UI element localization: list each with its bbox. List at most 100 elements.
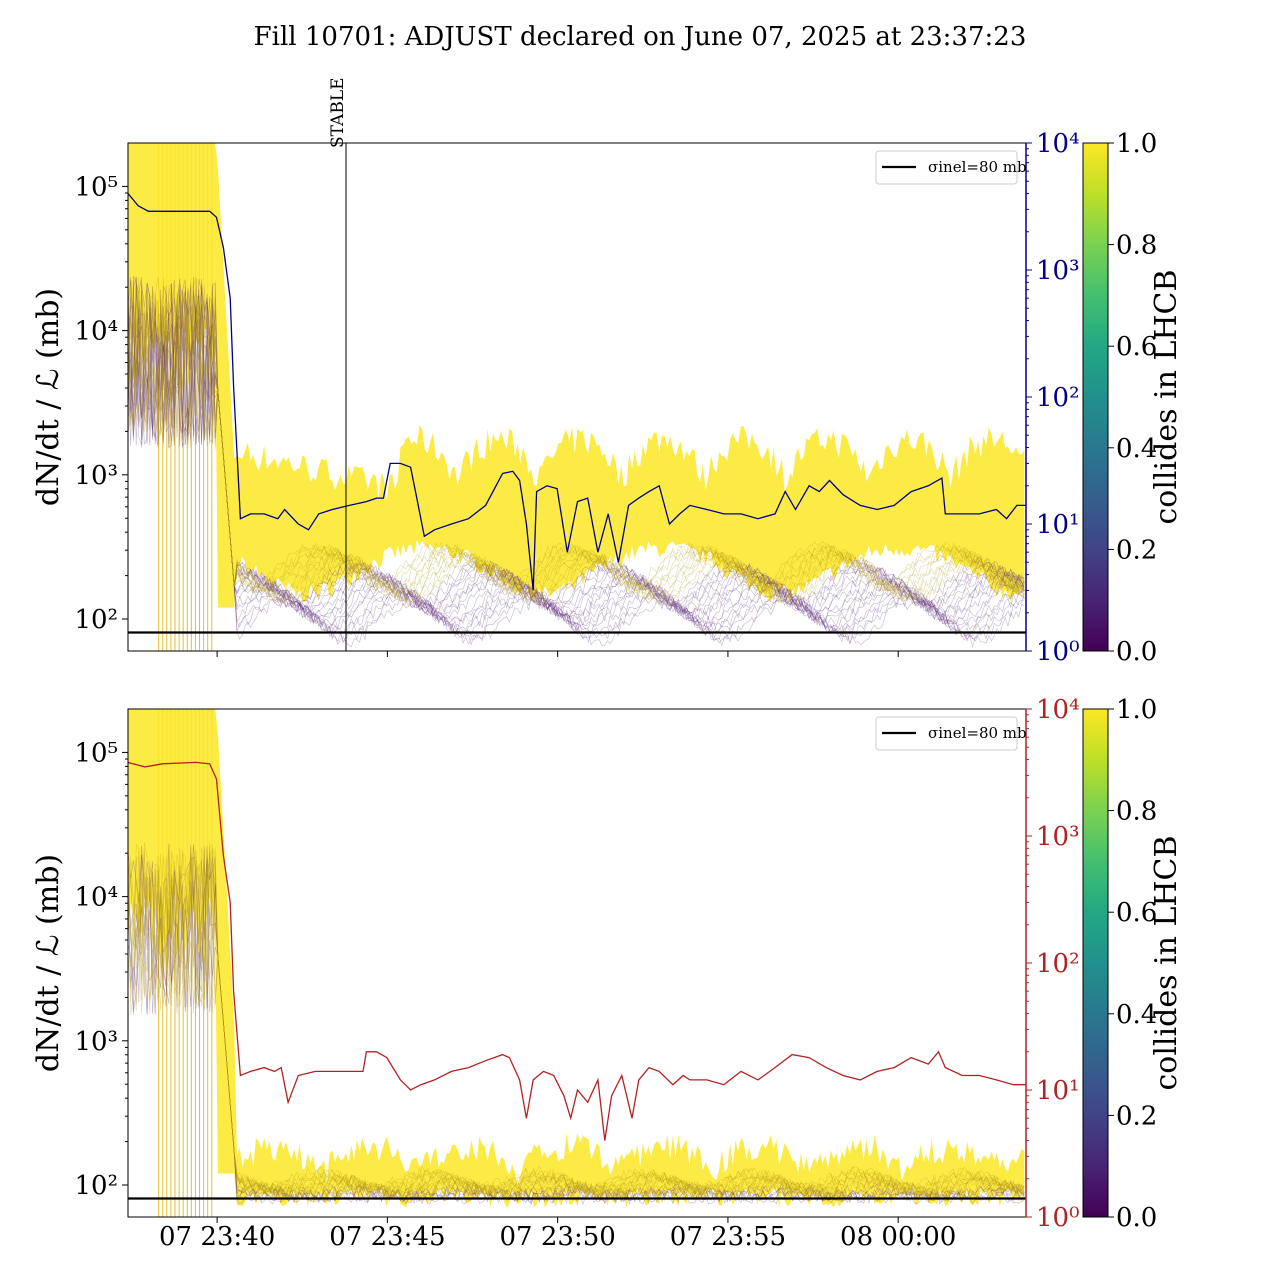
y2-tick-label: 10²	[1036, 383, 1080, 413]
bunch-trace	[128, 283, 1025, 643]
bunch-trace	[128, 282, 1025, 645]
y-tick-label: 10⁵	[74, 738, 118, 768]
y-tick-label: 10²	[74, 1171, 118, 1201]
bunch-trace	[128, 278, 1025, 598]
bunch-trace	[128, 291, 1025, 604]
y2-tick-label: 10⁴	[1036, 695, 1080, 725]
top-y-axis-ticks: 10² 10³ 10⁴ 10⁵	[74, 172, 128, 635]
bottom-colorbar-ticks: 0.0 0.2 0.4 0.6 0.8 1.0	[1108, 695, 1157, 1233]
bunch-trace	[128, 277, 1025, 596]
top-secondary-y-axis-ticks: 10⁰ 10¹ 10² 10³ 10⁴	[1025, 129, 1080, 667]
bottom-y-axis-label: dN/dt / ℒ (mb)	[31, 854, 66, 1072]
bunch-trace	[128, 855, 1025, 1196]
bunch-trace	[128, 850, 1025, 1204]
bunch-trace	[128, 276, 1025, 593]
bottom-colorbar-label: collides in LHCB	[1149, 835, 1184, 1090]
bottom-y-axis-label-text: dN/dt / ℒ (mb)	[31, 854, 66, 1072]
bottom-legend: σinel=80 mb	[875, 716, 1027, 751]
colorbar-tick-label: 0.0	[1116, 637, 1157, 667]
y-tick-label: 10²	[74, 605, 118, 635]
bunch-trace	[128, 283, 1025, 614]
bunch-trace	[128, 847, 1025, 1199]
bunch-trace	[128, 845, 1025, 1202]
colorbar-tick-label: 1.0	[1116, 129, 1157, 159]
x-tick-label: 07 23:55	[670, 1222, 786, 1252]
bunch-trace	[128, 277, 1025, 594]
bunch-trace	[128, 843, 1025, 1203]
bunch-trace	[128, 276, 1025, 634]
bunch-trace	[128, 856, 1025, 1201]
bunch-trace	[128, 285, 1025, 610]
y2-tick-label: 10⁴	[1036, 129, 1080, 159]
colorbar-tick-label: 0.8	[1116, 231, 1157, 261]
x-tick-label: 07 23:50	[500, 1222, 616, 1252]
bottom-x-axis-ticks: 07 23:40 07 23:45 07 23:50 07 23:55 08 00:00	[159, 1217, 956, 1252]
bottom-y-axis-ticks: 10² 10³ 10⁴ 10⁵	[74, 738, 128, 1201]
x-tick-label: 07 23:40	[159, 1222, 275, 1252]
bunch-trace	[128, 293, 1025, 623]
bunch-trace	[128, 276, 1025, 617]
top-data-bands	[128, 143, 1025, 651]
bunch-trace	[128, 845, 1025, 1201]
x-tick-label: 08 00:00	[840, 1222, 956, 1252]
bunch-trace	[128, 868, 1025, 1206]
bunch-trace	[128, 843, 1025, 1196]
bottom-colorbar: 0.0 0.2 0.4 0.6 0.8 1.0 collides in LHCB	[1082, 695, 1184, 1233]
top-secondary-axis-line	[128, 193, 1026, 591]
bunch-trace	[128, 842, 1025, 1197]
top-colorbar-ticks: 0.0 0.2 0.4 0.6 0.8 1.0	[1108, 129, 1157, 667]
y-tick-label: 10⁴	[74, 883, 118, 913]
bunch-trace	[128, 280, 1025, 626]
colorbar-tick-label: 1.0	[1116, 695, 1157, 725]
bunch-trace	[128, 276, 1025, 633]
bunch-trace	[128, 277, 1025, 610]
collides-band	[128, 709, 1025, 1208]
bunch-trace	[128, 288, 1025, 592]
figure-title: Fill 10701: ADJUST declared on June 07, …	[254, 22, 1027, 52]
y2-tick-label: 10⁰	[1036, 1203, 1080, 1233]
y-tick-label: 10³	[74, 1027, 118, 1057]
secondary-series-line	[128, 761, 1026, 1141]
top-colorbar-label: collides in LHCB	[1149, 269, 1184, 524]
bunch-trace	[128, 286, 1025, 621]
bottom-colorbar-gradient	[1082, 708, 1109, 1218]
y2-tick-label: 10³	[1036, 256, 1080, 286]
y2-tick-label: 10³	[1036, 822, 1080, 852]
top-legend-label: σinel=80 mb	[928, 158, 1027, 176]
secondary-series-line	[128, 193, 1026, 591]
bunch-trace	[128, 280, 1025, 630]
bottom-secondary-axis-line	[128, 761, 1026, 1141]
colorbar-tick-label: 0.4	[1116, 1000, 1157, 1030]
collides-band	[128, 143, 1025, 608]
top-y-axis-label: dN/dt / ℒ (mb)	[31, 288, 66, 506]
colorbar-tick-label: 0.0	[1116, 1203, 1157, 1233]
x-tick-label: 07 23:45	[329, 1222, 445, 1252]
bottom-data-bands	[128, 709, 1025, 1217]
y-tick-label: 10⁵	[74, 172, 118, 202]
bunch-trace	[128, 279, 1025, 640]
top-colorbar: 0.0 0.2 0.4 0.6 0.8 1.0 collides in LHCB	[1082, 129, 1184, 667]
top-colorbar-gradient	[1082, 142, 1109, 652]
bunch-trace	[128, 286, 1025, 600]
colorbar-tick-label: 0.2	[1116, 1101, 1157, 1131]
colorbar-tick-label: 0.6	[1116, 332, 1157, 362]
stable-marker-label: STABLE	[328, 77, 348, 148]
colorbar-tick-label: 0.6	[1116, 898, 1157, 928]
bunch-trace	[128, 278, 1025, 648]
bunch-trace	[128, 849, 1025, 1199]
bunch-trace	[128, 288, 1025, 603]
y2-tick-label: 10¹	[1036, 510, 1080, 540]
bunch-trace	[128, 842, 1025, 1195]
colorbar-tick-label: 0.4	[1116, 434, 1157, 464]
y2-tick-label: 10⁰	[1036, 637, 1080, 667]
bunch-trace	[128, 859, 1025, 1202]
bunch-trace	[128, 277, 1025, 607]
bottom-legend-label: σinel=80 mb	[928, 724, 1027, 742]
bunch-trace	[128, 275, 1025, 620]
bunch-trace	[128, 849, 1025, 1199]
y2-tick-label: 10²	[1036, 949, 1080, 979]
bunch-trace	[128, 278, 1025, 625]
top-plot: STABLE 10² 10³ 10⁴ 10⁵ 10⁰ 10¹ 10² 10³ 10⁴ dN/d…	[31, 77, 1184, 667]
